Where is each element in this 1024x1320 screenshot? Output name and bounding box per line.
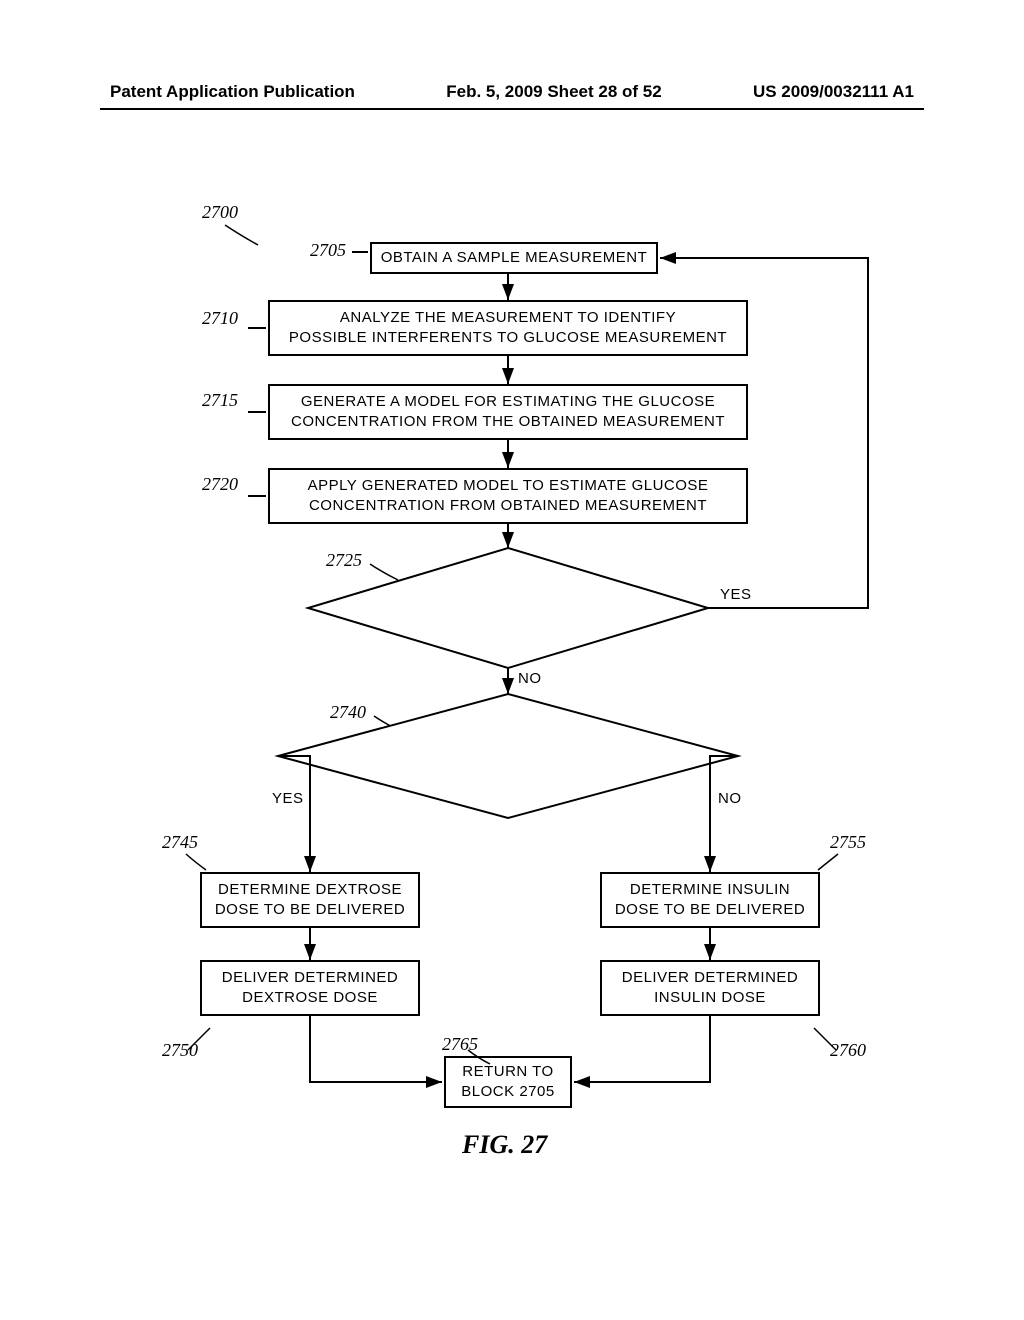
flowchart-svg xyxy=(0,0,1024,1320)
page: Patent Application Publication Feb. 5, 2… xyxy=(0,0,1024,1320)
